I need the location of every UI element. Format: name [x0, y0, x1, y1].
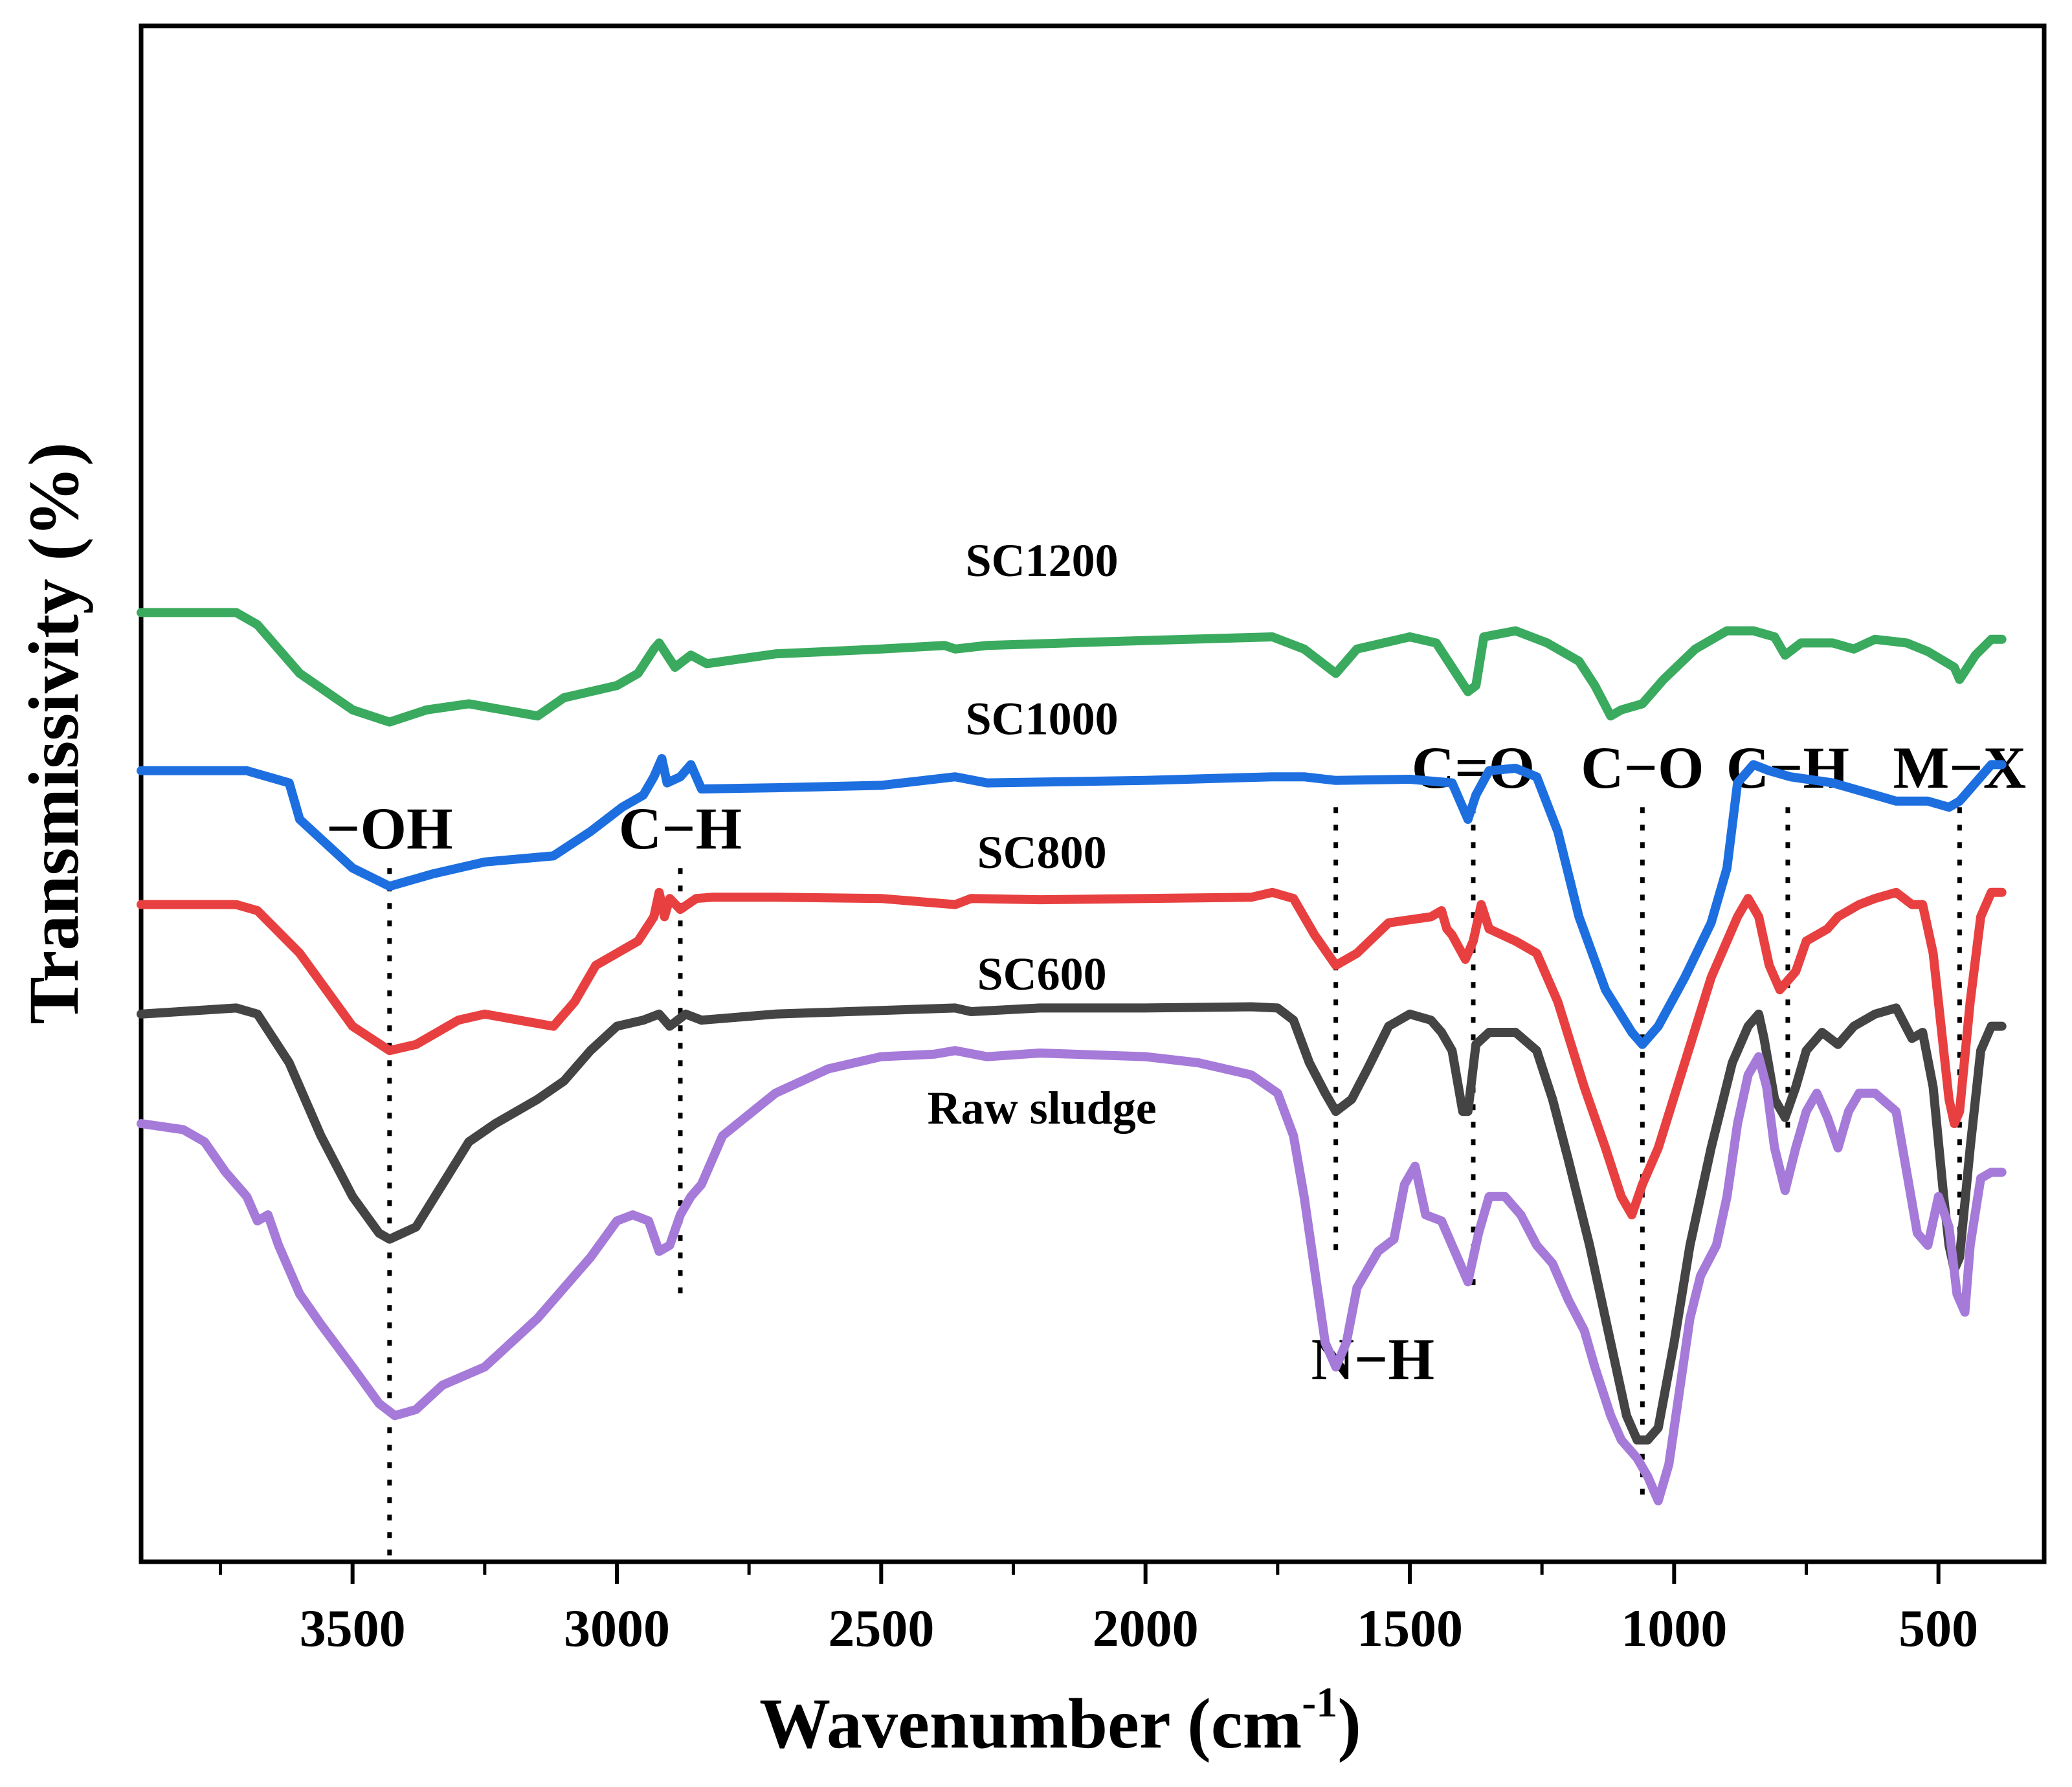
series-line — [137, 608, 2007, 727]
x-tick-label: 3500 — [300, 1599, 406, 1658]
x-tick-label: 3000 — [564, 1599, 670, 1658]
plot-frame — [139, 23, 2047, 1564]
spectra-series — [137, 608, 2007, 1505]
annotation-label: C−H — [619, 795, 742, 861]
x-axis-label-sup: -1 — [1302, 1679, 1337, 1726]
series-line — [137, 1046, 2007, 1505]
series-line — [137, 1002, 2007, 1445]
annotation-label: C−H — [1726, 735, 1849, 801]
series-line — [137, 887, 2007, 1219]
series-line — [137, 754, 2007, 1049]
x-axis-label-close: ) — [1337, 1684, 1361, 1763]
x-axis-label-main: Wavenumber (cm — [759, 1684, 1302, 1763]
series-label: SC800 — [977, 827, 1107, 878]
series-label: SC1000 — [966, 693, 1119, 744]
annotation-label: C−O — [1581, 735, 1704, 801]
series-label: SC1200 — [966, 535, 1119, 586]
series-label: Raw sludge — [928, 1082, 1157, 1134]
annotation-label: M−X — [1893, 735, 2026, 801]
x-axis-label: Wavenumber (cm-1) — [759, 1679, 1361, 1763]
x-tick-label: 2000 — [1093, 1599, 1199, 1658]
x-tick-label: 1000 — [1621, 1599, 1727, 1658]
x-tick-label: 500 — [1899, 1599, 1978, 1658]
series-labels: SC1200 SC1000 SC800 SC600 Raw sludge — [928, 535, 1157, 1134]
x-tick-label: 1500 — [1357, 1599, 1463, 1658]
y-axis-label: Transmissivity (%) — [14, 442, 93, 1024]
axes: 3500 3000 2500 2000 1500 1000 500 — [139, 23, 2047, 1658]
x-tick-label: 2500 — [828, 1599, 934, 1658]
annotation-lines: −OH C−HC=O C−O C−H M−XN−H — [326, 735, 2026, 1562]
series-label: SC600 — [977, 948, 1107, 1000]
annotation-label: −OH — [326, 795, 453, 861]
